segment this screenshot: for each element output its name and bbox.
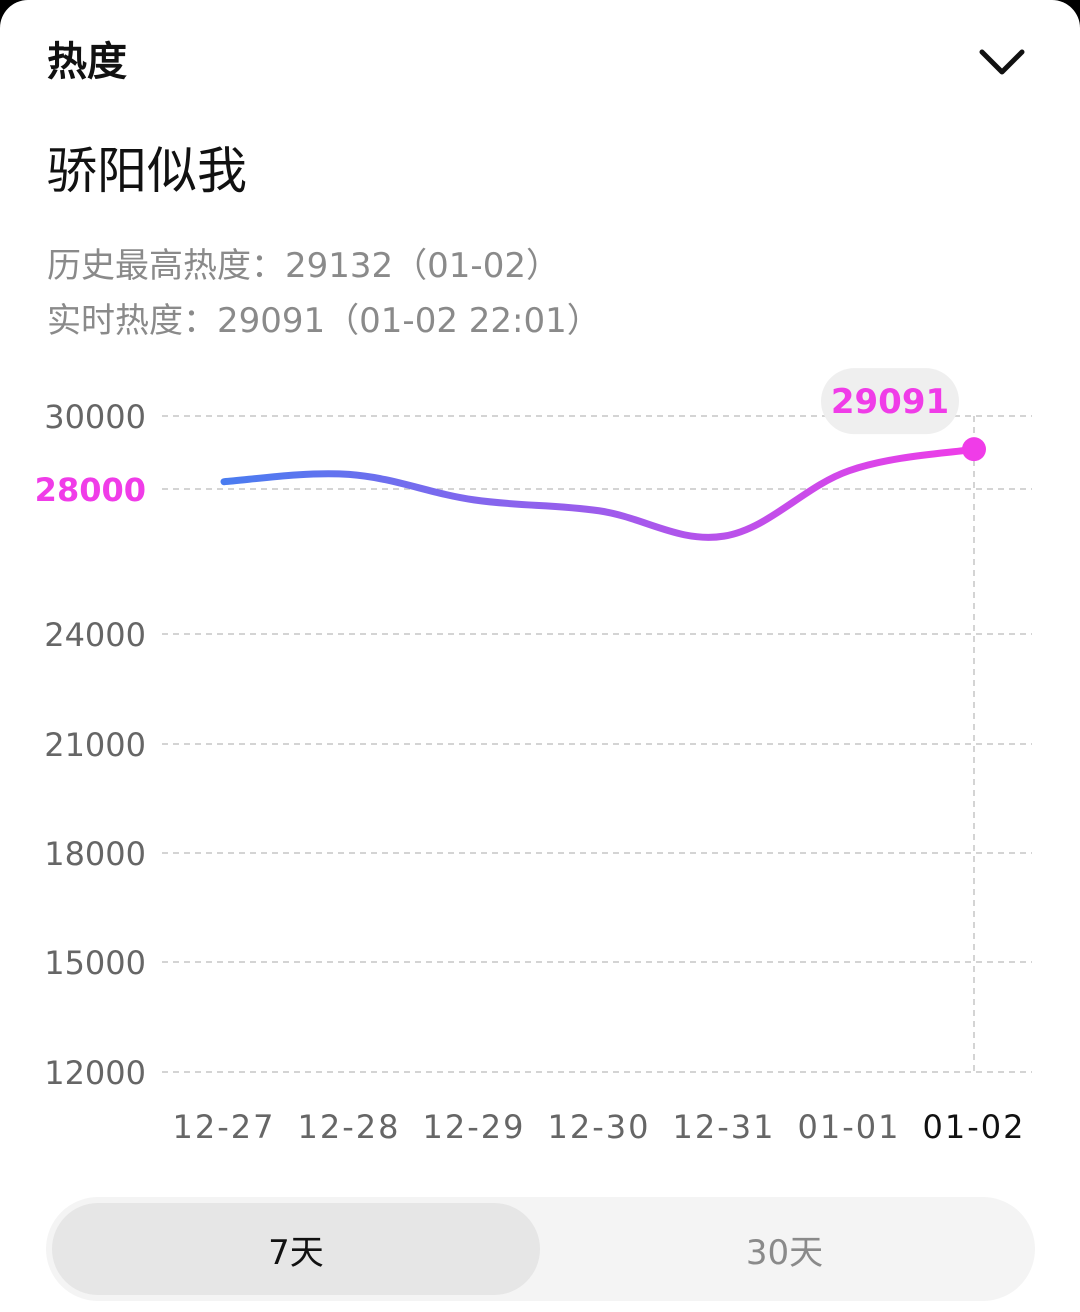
topic-name: 骄阳似我 [47, 142, 247, 200]
x-tick-label[interactable]: 12-28 [298, 1108, 401, 1146]
value-tooltip [821, 368, 959, 435]
x-tick-label[interactable]: 12-31 [673, 1108, 776, 1146]
selected-data-point[interactable] [962, 437, 986, 462]
realtime-stat: 实时热度：29091（01-02 22:01） [47, 301, 601, 341]
y-tick-label: 30000 [44, 398, 146, 436]
y-tick-label: 24000 [44, 616, 146, 654]
y-tick-label: 15000 [44, 944, 146, 982]
x-tick-label[interactable]: 01-01 [798, 1108, 901, 1146]
range-option-30-days[interactable]: 30天 [745, 1232, 824, 1273]
x-tick-label[interactable]: 12-30 [548, 1108, 651, 1146]
collapse-button[interactable] [970, 34, 1034, 90]
tooltip-value: 29091 [831, 382, 949, 422]
y-tick-label: 28000 [35, 471, 146, 509]
y-tick-label: 21000 [44, 726, 146, 764]
heat-trend-chart: 30000 28000 24000 21000 18000 15000 12000 12-2… [35, 368, 1032, 1146]
panel-title: 热度 [47, 39, 127, 85]
y-tick-label: 18000 [44, 835, 146, 873]
series-line [220, 445, 978, 541]
history-high-stat: 历史最高热度：29132（01-02） [47, 246, 560, 286]
range-option-7-days[interactable]: 7天 [52, 1203, 540, 1295]
x-tick-label[interactable]: 12-29 [423, 1108, 526, 1146]
x-tick-label[interactable]: 12-27 [173, 1108, 276, 1146]
range-toggle: 7天 30天 [46, 1197, 1035, 1301]
y-tick-label: 12000 [44, 1054, 146, 1092]
chevron-down-icon [979, 49, 1025, 75]
x-tick-label[interactable]: 01-02 [923, 1108, 1026, 1146]
